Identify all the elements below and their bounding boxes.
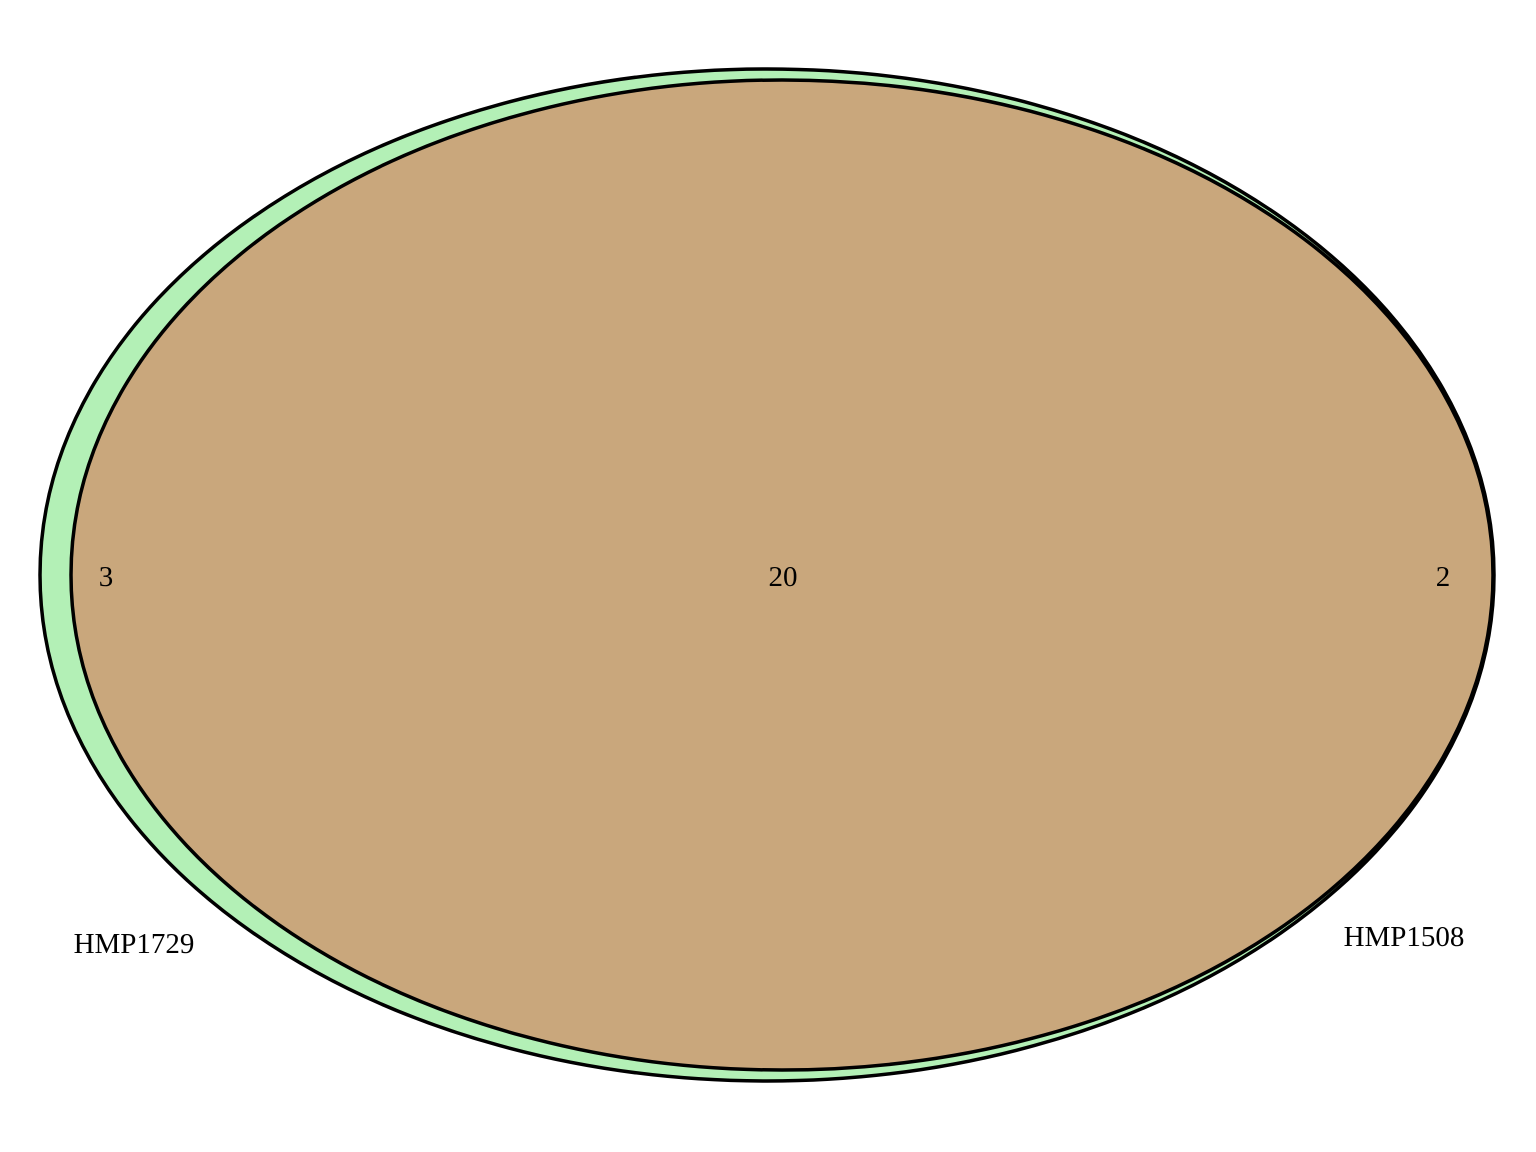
count-intersection: 20 <box>769 561 798 593</box>
count-hmp1508-only: 2 <box>1436 561 1451 593</box>
overlap-region <box>71 80 1493 1070</box>
count-hmp1729-only: 3 <box>99 561 114 593</box>
set-hmp1508-outline <box>69 78 1495 1072</box>
set-label-hmp1508: HMP1508 <box>1344 921 1465 953</box>
set-label-hmp1729: HMP1729 <box>74 928 195 960</box>
